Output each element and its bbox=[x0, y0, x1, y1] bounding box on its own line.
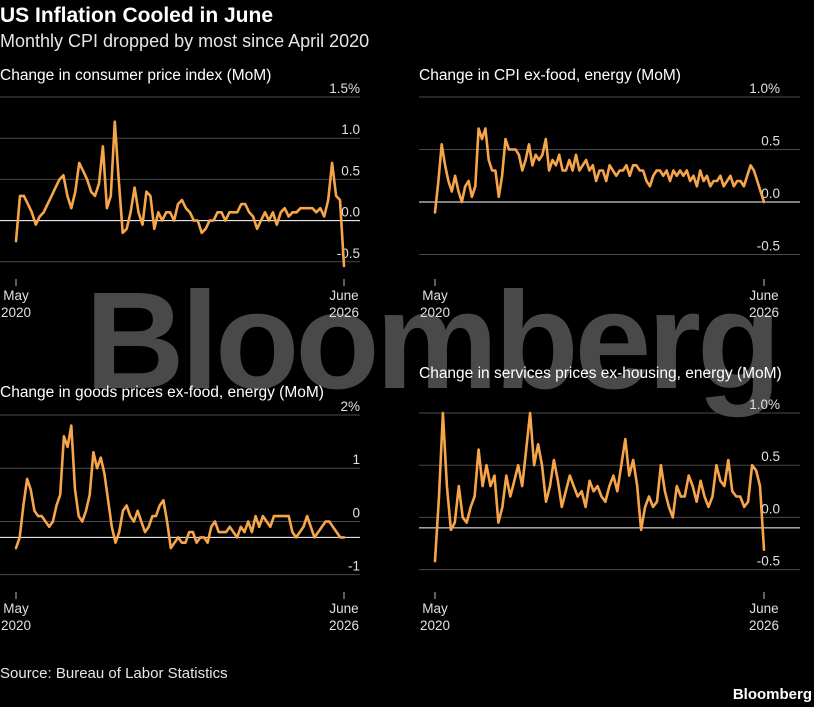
chart-subtitle: Monthly CPI dropped by most since April … bbox=[0, 31, 370, 51]
panel-1-ytick-label: 1.0% bbox=[749, 81, 780, 96]
panel-1-xtick-label-start-month: May bbox=[422, 288, 448, 303]
panel-0-xtick-label-end-year: 2026 bbox=[329, 305, 359, 320]
panel-2-xtick-label-start-month: May bbox=[3, 601, 29, 616]
panel-0-series-line bbox=[14, 120, 346, 268]
panel-2-ytick-label: 0 bbox=[352, 505, 360, 520]
panel-1-xtick-label-end-month: June bbox=[749, 288, 778, 303]
panel-title-cpi: Change in consumer price index (MoM) bbox=[0, 67, 272, 84]
panel-2-ytick-label: -1 bbox=[348, 559, 360, 574]
panel-3-xtick-label-start-month: May bbox=[422, 601, 448, 616]
panel-2-ytick-label: 2% bbox=[340, 399, 360, 414]
panel-3-ytick-label: -0.5 bbox=[757, 554, 780, 569]
source-note: Source: Bureau of Labor Statistics bbox=[0, 665, 228, 682]
panel-0-xtick-label-end-month: June bbox=[329, 288, 358, 303]
panel-title-services: Change in services prices ex-housing, en… bbox=[419, 365, 782, 382]
panel-2-xtick-label-start-year: 2020 bbox=[1, 618, 31, 633]
panel-title-goods: Change in goods prices ex-food, energy (… bbox=[0, 384, 324, 401]
panel-0-ytick-label: 1.5% bbox=[329, 81, 360, 96]
panel-1-xtick-label-end-year: 2026 bbox=[749, 305, 779, 320]
bloomberg-logo: Bloomberg bbox=[732, 686, 812, 703]
panel-3-ytick-label: 1.0% bbox=[749, 397, 780, 412]
panel-0-ytick-label: 1.0 bbox=[341, 122, 360, 137]
panel-3-series-line bbox=[433, 411, 766, 563]
panel-2-xtick-label-end-month: June bbox=[329, 601, 358, 616]
panel-3-ytick-label: 0.5 bbox=[761, 449, 780, 464]
panel-0-xtick-label-start-year: 2020 bbox=[1, 305, 31, 320]
panel-3-xtick-label-end-year: 2026 bbox=[749, 618, 779, 633]
panel-2-xtick-label-end-year: 2026 bbox=[329, 618, 359, 633]
panel-0-ytick-label: 0.0 bbox=[341, 205, 360, 220]
panel-title-core-cpi: Change in CPI ex-food, energy (MoM) bbox=[419, 67, 681, 84]
panel-2-ytick-label: 1 bbox=[352, 452, 360, 467]
panel-1-ytick-label: 0.0 bbox=[761, 186, 780, 201]
panel-1-series-line bbox=[433, 127, 766, 214]
panel-3-ytick-label: 0.0 bbox=[761, 501, 780, 516]
panel-1-ytick-label: -0.5 bbox=[757, 239, 780, 254]
panel-0-ytick-label: 0.5 bbox=[341, 163, 360, 178]
panel-1-ytick-label: 0.5 bbox=[761, 134, 780, 149]
panel-2-series-line bbox=[14, 424, 346, 550]
panel-0-ytick-label: -0.5 bbox=[337, 246, 360, 261]
panel-0-xtick-label-start-month: May bbox=[3, 288, 29, 303]
panel-1-xtick-label-start-year: 2020 bbox=[420, 305, 450, 320]
chart-title: US Inflation Cooled in June bbox=[0, 4, 273, 27]
panel-3-xtick-label-end-month: June bbox=[749, 601, 778, 616]
panel-3-xtick-label-start-year: 2020 bbox=[420, 618, 450, 633]
